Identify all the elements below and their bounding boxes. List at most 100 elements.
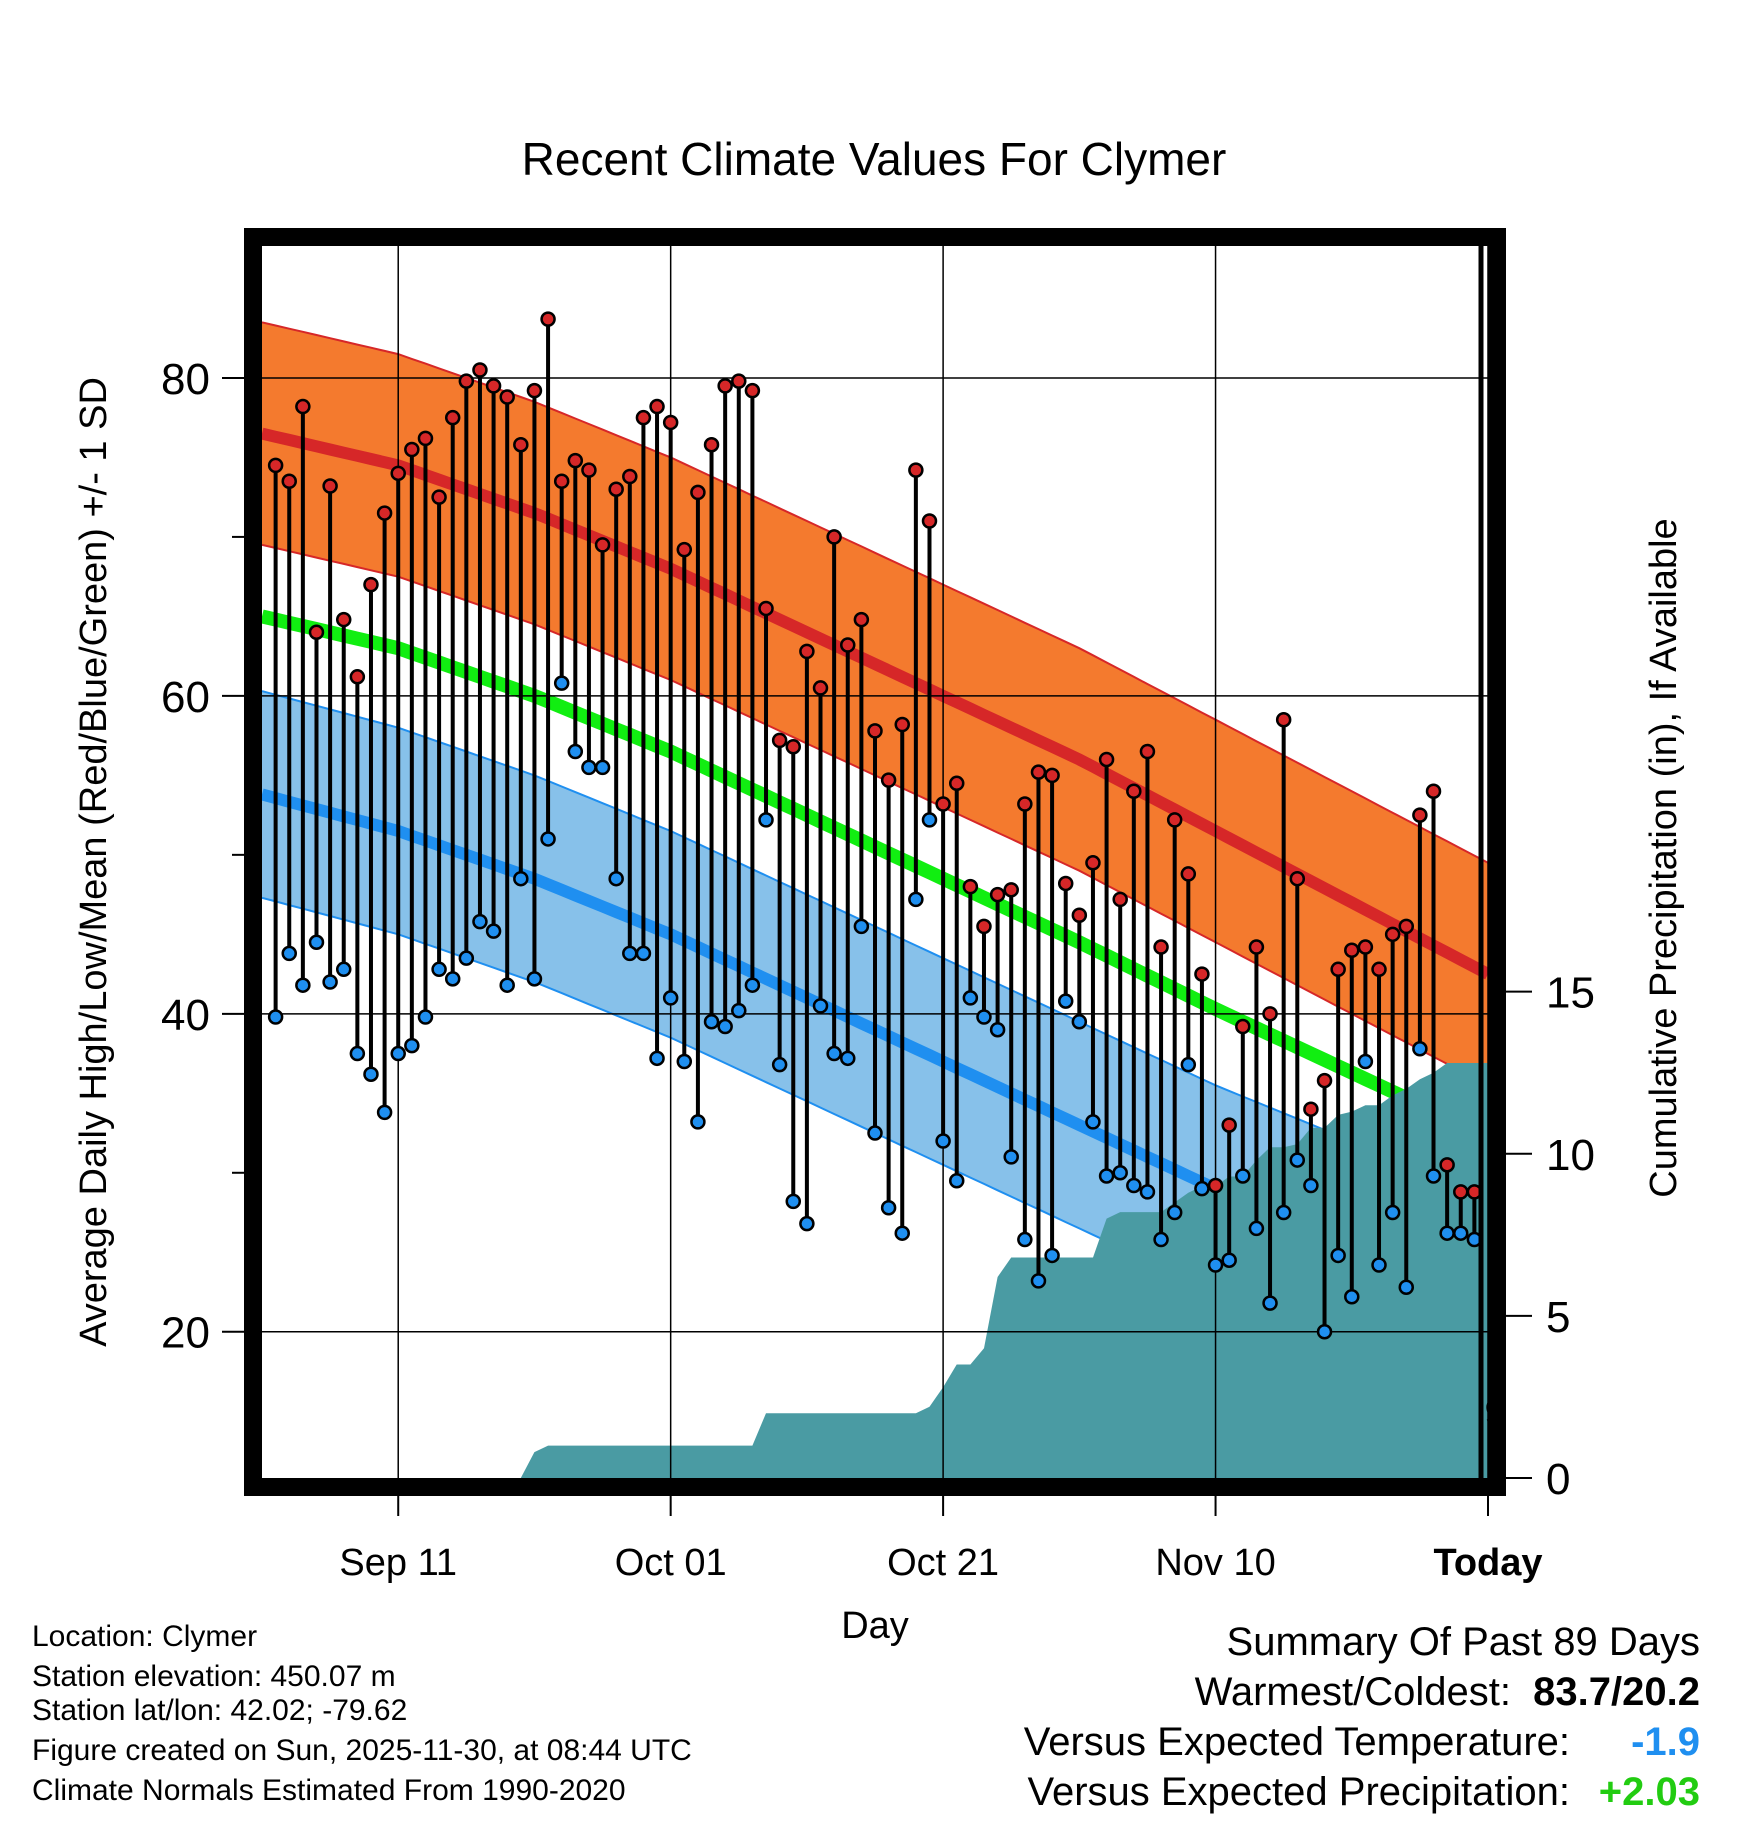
daily-high-point <box>635 409 652 426</box>
daily-low-point <box>935 1133 951 1149</box>
daily-high-point <box>1207 1177 1224 1194</box>
daily-high-point <box>867 723 883 739</box>
daily-high-point <box>853 611 870 628</box>
daily-high-point <box>1057 875 1074 892</box>
daily-high-point <box>444 409 461 426</box>
y-right-tick-label: 0 <box>1546 1455 1570 1504</box>
temp-row: Versus Expected Temperature: -1.9 <box>1024 1720 1700 1770</box>
daily-high-point <box>1425 783 1442 800</box>
daily-high-point <box>771 732 788 749</box>
daily-high-point <box>431 489 447 505</box>
daily-low-point <box>731 1002 747 1019</box>
daily-high-point <box>989 886 1006 903</box>
daily-low-point <box>404 1037 420 1054</box>
daily-low-point <box>1398 1279 1415 1295</box>
daily-high-point <box>267 457 284 474</box>
summary-title: Summary Of Past 89 Days <box>1226 1620 1700 1664</box>
daily-low-point <box>295 977 311 993</box>
daily-high-point <box>485 378 502 394</box>
daily-low-point <box>1153 1231 1169 1248</box>
daily-low-point <box>962 990 979 1006</box>
daily-low-point <box>622 945 638 962</box>
daily-high-point <box>1398 918 1415 935</box>
daily-low-point <box>1071 1014 1088 1030</box>
daily-high-point <box>1153 939 1169 955</box>
daily-high-point <box>417 430 434 447</box>
daily-low-point <box>662 990 679 1006</box>
precip-value: +2.03 <box>1598 1770 1700 1814</box>
daily-low-point <box>417 1009 434 1025</box>
daily-high-point <box>1221 1117 1237 1133</box>
daily-low-point <box>976 1009 992 1025</box>
created-text: Figure created on Sun, 2025-11-30, at 08… <box>32 1734 692 1767</box>
daily-low-point <box>513 870 529 887</box>
daily-high-point <box>962 878 979 895</box>
daily-low-point <box>908 891 924 908</box>
daily-high-point <box>1139 743 1156 760</box>
daily-low-point <box>1289 1152 1306 1168</box>
daily-high-point <box>1003 882 1019 898</box>
daily-high-point <box>1071 907 1088 924</box>
x-tick-label: Nov 10 <box>1155 1542 1275 1584</box>
daily-high-point <box>1044 767 1060 784</box>
daily-low-point <box>1425 1168 1442 1184</box>
daily-low-point <box>349 1045 366 1062</box>
daily-high-point <box>731 373 747 389</box>
daily-high-point <box>1194 966 1210 982</box>
daily-low-point <box>989 1021 1006 1038</box>
daily-low-point <box>867 1125 883 1141</box>
daily-high-point <box>1289 870 1306 887</box>
y-right-axis-label: Cumulative Precipitation (in), If Availa… <box>1643 518 1685 1197</box>
y-right-tick-label: 15 <box>1546 969 1595 1018</box>
daily-low-point <box>1248 1220 1265 1237</box>
daily-low-point <box>1207 1257 1224 1273</box>
latlon-text: Station lat/lon: 42.02; -79.62 <box>32 1694 408 1727</box>
y-left-tick-label: 20 <box>161 1309 210 1358</box>
daily-low-point <box>799 1215 815 1232</box>
daily-high-point <box>785 738 802 755</box>
daily-low-point <box>1180 1056 1197 1073</box>
daily-high-point <box>717 378 733 394</box>
daily-high-point <box>1412 807 1428 823</box>
daily-high-point <box>894 716 910 733</box>
daily-low-point <box>608 870 624 887</box>
daily-low-point <box>758 812 774 828</box>
daily-low-point <box>1221 1252 1237 1268</box>
daily-low-point <box>540 831 556 847</box>
x-tick-label: Oct 01 <box>615 1542 727 1584</box>
daily-low-point <box>1316 1323 1333 1340</box>
y-right-tick-label: 10 <box>1546 1131 1595 1180</box>
daily-high-point <box>335 611 352 628</box>
daily-high-point <box>1248 939 1265 955</box>
precip-label: Versus Expected Precipitation: <box>1027 1770 1570 1814</box>
daily-high-point <box>1262 1006 1278 1022</box>
precip-area <box>262 1063 1488 1478</box>
summary-panel: Summary Of Past 89 Days Warmest/Coldest:… <box>1024 1620 1700 1820</box>
daily-low-point <box>771 1056 788 1073</box>
daily-low-point <box>826 1045 842 1062</box>
days-label-number: 90 <box>1485 1392 1527 1434</box>
daily-low-point <box>1098 1168 1115 1184</box>
daily-low-point <box>744 977 761 993</box>
daily-low-point <box>853 918 870 935</box>
daily-high-point <box>1439 1157 1455 1173</box>
daily-high-point <box>581 462 597 478</box>
daily-high-point <box>553 473 570 490</box>
daily-high-point <box>608 481 624 497</box>
daily-low-point <box>717 1018 733 1035</box>
daily-low-point <box>1344 1289 1360 1305</box>
daily-high-point <box>1384 926 1401 943</box>
daily-high-point <box>758 600 774 617</box>
x-tick-label: Oct 21 <box>887 1542 999 1584</box>
daily-low-point <box>1439 1225 1455 1241</box>
daily-low-point <box>472 913 488 930</box>
daily-low-point <box>485 923 502 939</box>
daily-low-point <box>1194 1180 1210 1197</box>
daily-low-point <box>363 1066 379 1082</box>
daily-high-point <box>567 452 584 469</box>
daily-low-point <box>948 1172 965 1189</box>
daily-low-point <box>281 945 297 962</box>
daily-low-point <box>812 998 829 1014</box>
daily-high-point <box>703 436 720 453</box>
